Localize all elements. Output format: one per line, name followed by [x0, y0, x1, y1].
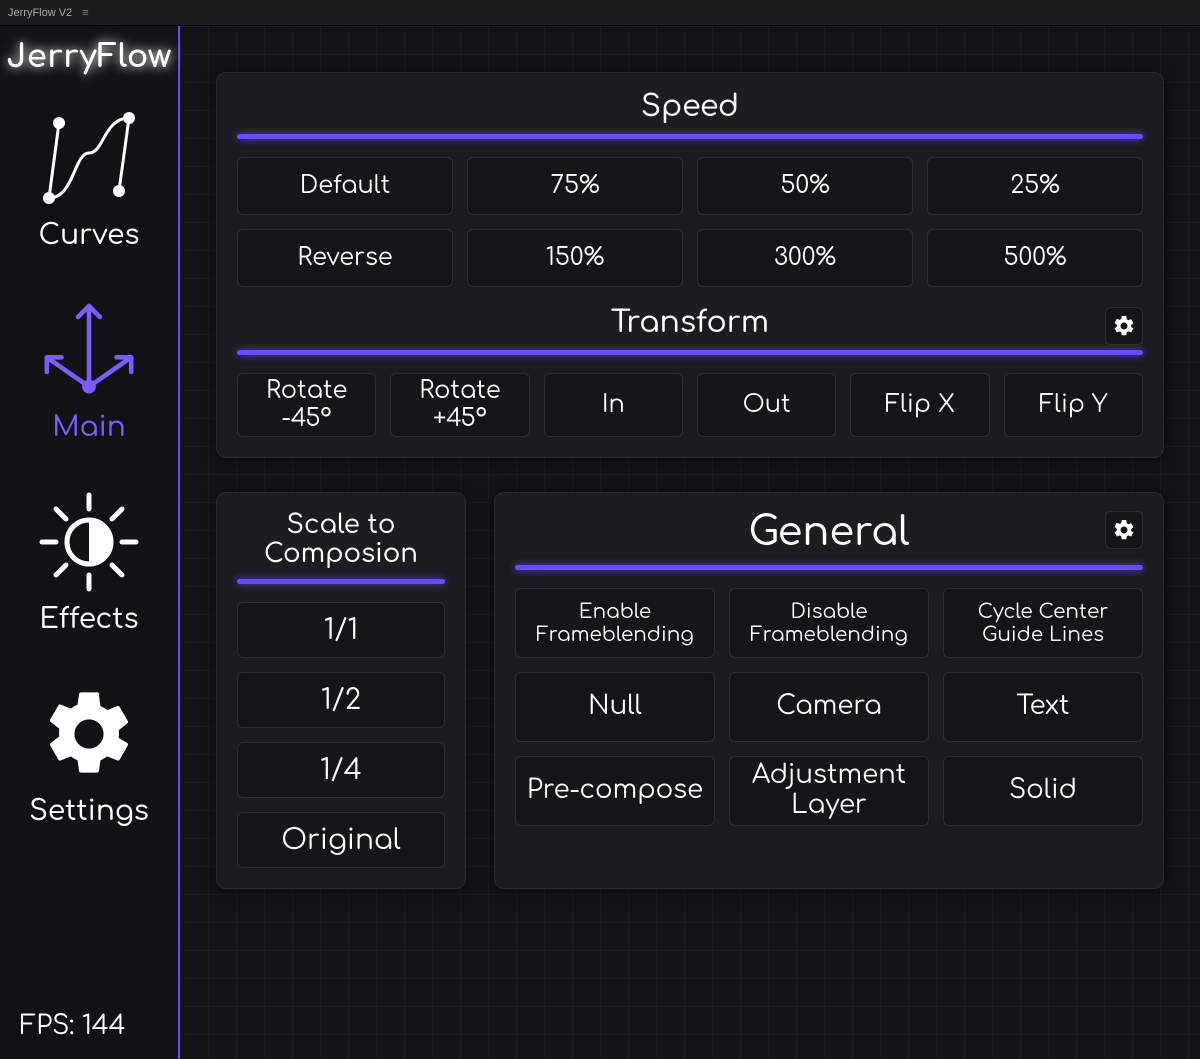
- sidebar-item-effects[interactable]: Effects: [0, 487, 178, 635]
- scale-1-2-button[interactable]: 1/2: [237, 672, 445, 728]
- scale-original-button[interactable]: Original: [237, 812, 445, 868]
- curves-icon: [34, 103, 144, 213]
- text-button[interactable]: Text: [943, 672, 1143, 742]
- speed-50-button[interactable]: 50%: [697, 157, 913, 215]
- scale-1-4-button[interactable]: 1/4: [237, 742, 445, 798]
- general-settings-button[interactable]: [1105, 511, 1143, 549]
- speed-title: Speed: [237, 85, 1143, 134]
- menu-icon[interactable]: ≡: [82, 7, 88, 19]
- accent-divider: [237, 134, 1143, 139]
- speed-500-button[interactable]: 500%: [927, 229, 1143, 287]
- precompose-button[interactable]: Pre-compose: [515, 756, 715, 826]
- sidebar-item-label: Settings: [29, 795, 149, 827]
- speed-150-button[interactable]: 150%: [467, 229, 683, 287]
- main-area: Speed Default 75% 50% 25% Reverse 150% 3…: [180, 26, 1200, 1059]
- disable-frameblending-button[interactable]: Disable Frameblending: [729, 588, 929, 658]
- enable-frameblending-button[interactable]: Enable Frameblending: [515, 588, 715, 658]
- general-panel: General Enable Frameblending Disable Fra…: [494, 492, 1164, 889]
- adjustment-layer-button[interactable]: Adjustment Layer: [729, 756, 929, 826]
- gear-icon: [1112, 518, 1136, 542]
- anchor-icon: [34, 295, 144, 405]
- accent-divider: [237, 350, 1143, 355]
- solid-button[interactable]: Solid: [943, 756, 1143, 826]
- speed-25-button[interactable]: 25%: [927, 157, 1143, 215]
- flip-y-button[interactable]: Flip Y: [1004, 373, 1143, 437]
- general-title-text: General: [748, 511, 909, 555]
- cycle-center-guides-button[interactable]: Cycle Center Guide Lines: [943, 588, 1143, 658]
- general-title: General: [515, 505, 1143, 565]
- scale-grid: 1/1 1/2 1/4 Original: [237, 602, 445, 868]
- transform-settings-button[interactable]: [1105, 307, 1143, 345]
- app-logo: JerryFlow: [6, 40, 171, 75]
- sidebar-item-curves[interactable]: Curves: [0, 103, 178, 251]
- accent-divider: [515, 565, 1143, 570]
- transform-title: Transform: [237, 301, 1143, 350]
- scale-1-1-button[interactable]: 1/1: [237, 602, 445, 658]
- titlebar: JerryFlow V2 ≡: [0, 0, 1200, 26]
- fps-counter: FPS: 144: [20, 1012, 126, 1041]
- scale-title: Scale to Composion: [237, 505, 445, 579]
- sidebar-item-settings[interactable]: Settings: [0, 679, 178, 827]
- speed-transform-panel: Speed Default 75% 50% 25% Reverse 150% 3…: [216, 72, 1164, 458]
- rotate-minus-45-button[interactable]: Rotate -45°: [237, 373, 376, 437]
- null-button[interactable]: Null: [515, 672, 715, 742]
- flip-x-button[interactable]: Flip X: [850, 373, 989, 437]
- gear-icon: [34, 679, 144, 789]
- sidebar-item-label: Main: [52, 411, 126, 443]
- in-button[interactable]: In: [544, 373, 683, 437]
- speed-75-button[interactable]: 75%: [467, 157, 683, 215]
- sidebar: JerryFlow Curves: [0, 26, 180, 1059]
- sidebar-item-label: Effects: [39, 603, 138, 635]
- camera-button[interactable]: Camera: [729, 672, 929, 742]
- out-button[interactable]: Out: [697, 373, 836, 437]
- speed-reverse-button[interactable]: Reverse: [237, 229, 453, 287]
- general-grid: Enable Frameblending Disable Frameblendi…: [515, 588, 1143, 826]
- speed-default-button[interactable]: Default: [237, 157, 453, 215]
- speed-grid: Default 75% 50% 25% Reverse 150% 300% 50…: [237, 157, 1143, 287]
- speed-300-button[interactable]: 300%: [697, 229, 913, 287]
- scale-panel: Scale to Composion 1/1 1/2 1/4 Original: [216, 492, 466, 889]
- sidebar-item-main[interactable]: Main: [0, 295, 178, 443]
- rotate-plus-45-button[interactable]: Rotate +45°: [390, 373, 529, 437]
- gear-icon: [1112, 314, 1136, 338]
- titlebar-title: JerryFlow V2: [8, 7, 72, 19]
- accent-divider: [237, 579, 445, 584]
- transform-grid: Rotate -45° Rotate +45° In Out Flip X Fl…: [237, 373, 1143, 437]
- transform-title-text: Transform: [611, 307, 769, 340]
- sidebar-item-label: Curves: [39, 219, 140, 251]
- brightness-icon: [34, 487, 144, 597]
